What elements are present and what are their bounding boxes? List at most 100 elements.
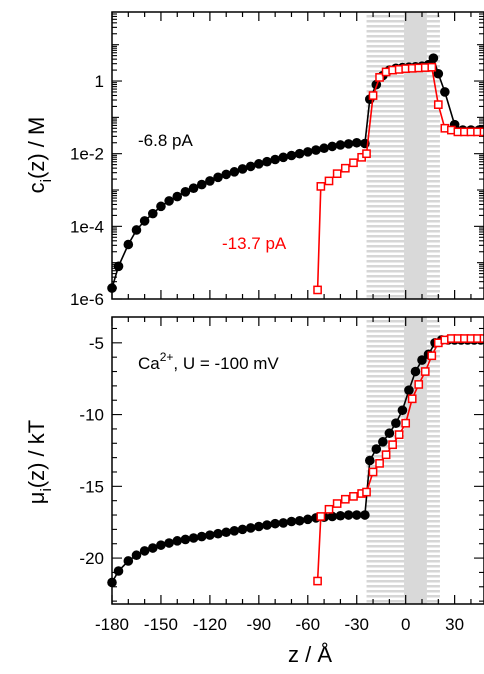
data-point — [397, 405, 408, 416]
data-point — [368, 91, 378, 100]
data-point — [313, 576, 322, 586]
data-point — [229, 526, 240, 536]
data-point — [343, 139, 354, 149]
x-tick-label: -120 — [193, 615, 227, 634]
data-point — [205, 530, 215, 540]
data-point — [384, 428, 395, 439]
data-point — [360, 510, 370, 520]
top-plot-frame — [111, 11, 484, 300]
data-point — [294, 515, 305, 526]
data-point — [286, 150, 297, 161]
data-point — [319, 143, 329, 154]
shaded-region-1 — [366, 12, 440, 299]
bottom-series — [107, 334, 484, 588]
x-tick-label: -90 — [247, 615, 272, 634]
data-point — [302, 514, 313, 525]
data-point — [139, 546, 150, 556]
bottom-y-tick-label: -5 — [89, 334, 104, 353]
data-point — [180, 534, 191, 545]
data-point — [294, 148, 305, 159]
data-point — [205, 176, 215, 186]
data-point — [113, 566, 124, 576]
data-point — [362, 487, 371, 497]
data-point — [196, 531, 207, 542]
data-point — [270, 154, 280, 165]
data-point — [343, 510, 354, 520]
data-point — [180, 187, 191, 197]
data-point — [123, 239, 134, 250]
data-point — [156, 540, 166, 550]
data-point — [123, 556, 134, 566]
top-axis-ticks — [111, 12, 484, 300]
data-point — [316, 512, 326, 521]
data-point — [427, 62, 437, 72]
data-point — [420, 367, 430, 376]
data-point — [349, 158, 358, 168]
bottom-plot-frame — [111, 316, 484, 605]
data-point — [221, 169, 232, 180]
top-series — [107, 53, 484, 295]
data-point — [324, 176, 334, 186]
x-axis-title: z / Å — [288, 642, 332, 667]
top-y-tick-labels: 1 1e-2 1e-4 1e-6 — [70, 72, 104, 309]
x-tick-label: -150 — [144, 615, 178, 634]
data-point — [262, 520, 272, 530]
data-point — [381, 450, 391, 460]
data-point — [324, 504, 334, 514]
data-point — [332, 169, 342, 179]
top-y-tick-label: 1 — [95, 72, 104, 91]
data-point — [188, 183, 199, 193]
data-point — [113, 261, 124, 272]
data-point — [286, 516, 297, 527]
data-point — [335, 140, 346, 150]
x-tick-label: -60 — [296, 615, 321, 634]
data-point — [332, 499, 342, 508]
data-point — [371, 444, 382, 454]
data-point — [327, 141, 338, 152]
top-panel: 1 1e-2 1e-4 1e-6 ci(z) / M -6.8 pA -13.7 pA — [24, 11, 484, 309]
data-point — [368, 467, 378, 477]
data-point — [391, 418, 401, 428]
data-point — [327, 511, 338, 522]
data-point — [147, 543, 158, 553]
data-point — [188, 533, 199, 543]
data-point — [407, 394, 417, 404]
data-point — [237, 524, 248, 535]
data-point — [362, 149, 371, 159]
annotation-black-current: -6.8 pA — [138, 131, 193, 150]
x-tick-label: 0 — [401, 615, 410, 634]
x-tick-label: 30 — [445, 615, 464, 634]
data-point — [262, 156, 272, 167]
data-point — [213, 172, 223, 183]
data-point — [433, 100, 443, 109]
data-point — [131, 225, 142, 235]
data-point — [147, 208, 158, 219]
data-point — [156, 201, 166, 212]
data-point — [378, 437, 388, 447]
data-point — [278, 518, 289, 528]
data-point — [270, 518, 280, 529]
data-point — [375, 459, 384, 468]
data-point — [221, 527, 232, 538]
bottom-y-tick-label: -20 — [79, 549, 104, 568]
data-point — [254, 521, 264, 532]
data-point — [364, 455, 375, 466]
data-point — [313, 285, 322, 295]
data-point — [349, 492, 358, 501]
data-point — [417, 355, 427, 365]
shaded-region-2 — [404, 12, 427, 299]
data-point — [172, 191, 183, 202]
top-y-tick-label: 1e-2 — [70, 145, 104, 164]
x-tick-labels: -180 -150 -120 -90 -60 -30 0 30 — [95, 615, 464, 634]
data-point — [428, 53, 439, 63]
top-y-tick-label: 1e-6 — [70, 290, 104, 309]
top-y-axis-title: ci(z) / M — [24, 117, 55, 194]
data-point — [404, 385, 414, 395]
data-point — [388, 440, 397, 450]
data-point — [351, 510, 362, 520]
data-point — [414, 380, 424, 389]
data-point — [139, 216, 150, 226]
data-point — [237, 164, 248, 174]
data-point — [196, 179, 207, 190]
